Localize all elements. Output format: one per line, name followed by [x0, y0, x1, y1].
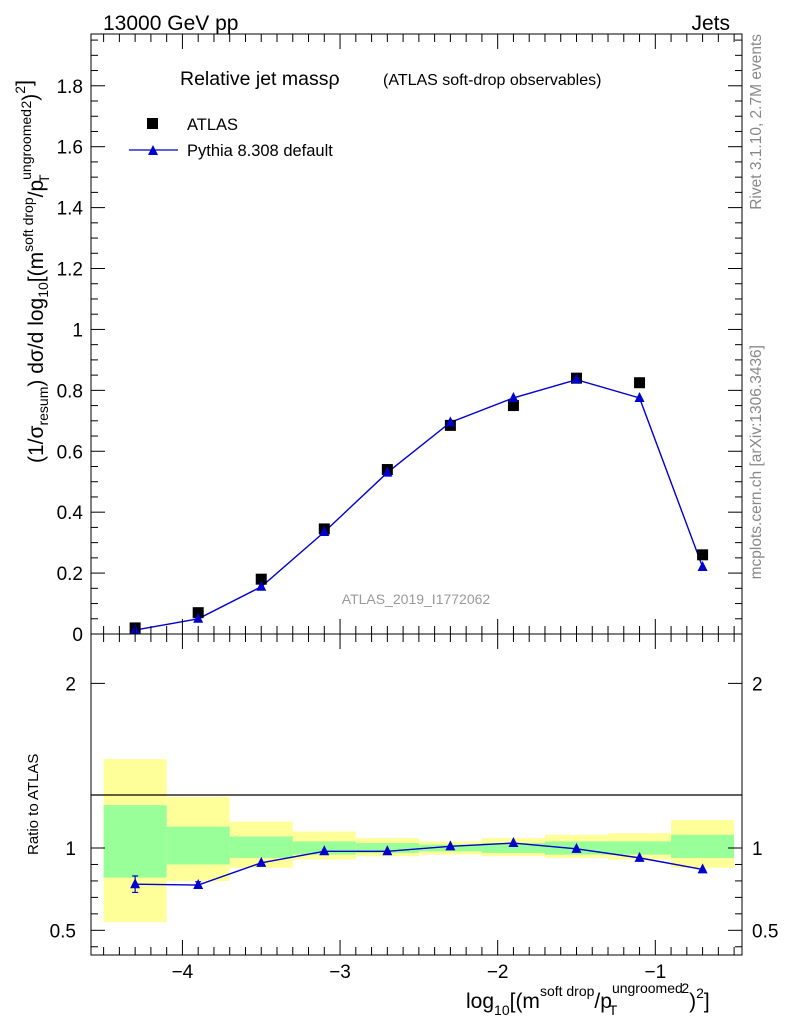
ratio-y-axis-title: Ratio to ATLAS — [25, 754, 42, 855]
legend: ATLAS Pythia 8.308 default — [129, 116, 333, 160]
main-y-tick-label: 0.8 — [57, 381, 83, 402]
main-y-tick-label: 1.6 — [57, 138, 83, 159]
band-inner — [166, 826, 230, 865]
main-y-axis: 0 0.2 0.4 0.6 0.8 1 1.2 1.4 1.6 1.8 — [57, 39, 742, 646]
ratio-y-axis: 0.5 0.5 1 1 2 2 — [50, 674, 778, 948]
main-y-tick-label: 0.2 — [57, 564, 83, 585]
ratio-mc-point — [130, 878, 141, 889]
ratio-mc-line — [135, 842, 703, 886]
band-inner — [481, 843, 545, 853]
main-subtitle: (ATLAS soft-drop observables) — [383, 72, 601, 89]
ratio-mc-point — [256, 856, 267, 867]
ratio-y-tick-label: 2 — [65, 674, 76, 695]
mc-point — [571, 373, 582, 384]
ratio-mc-point — [193, 879, 204, 890]
ratio-y-tick-label: 1 — [65, 839, 76, 860]
atlas-point — [507, 400, 519, 412]
main-y-tick-label: 0 — [72, 625, 83, 646]
mc-point — [256, 580, 267, 591]
ratio-mc-point — [634, 851, 645, 862]
x-tick-label: −4 — [172, 962, 194, 983]
band-inner — [671, 834, 735, 858]
legend-pythia-marker — [148, 145, 158, 155]
source-label: mcplots.cern.ch [arXiv:1306.3436] — [748, 345, 765, 579]
band-inner — [608, 841, 672, 855]
analysis-label: ATLAS_2019_I1772062 — [342, 591, 491, 607]
atlas-point — [634, 377, 646, 389]
mc-point — [508, 391, 519, 402]
atlas-point — [255, 573, 267, 585]
ratio-mc-point — [445, 840, 456, 851]
ratio-y-tick-label-right: 2 — [752, 674, 763, 695]
main-y-tick-label: 0.4 — [57, 503, 84, 524]
ratio-x-axis: −4 −3 −2 −1 — [103, 634, 735, 983]
mc-point — [445, 416, 456, 427]
mc-point — [193, 612, 204, 623]
mc-point — [382, 466, 393, 477]
main-y-tick-label: 0.6 — [57, 442, 83, 463]
legend-pythia-label: Pythia 8.308 default — [187, 142, 333, 160]
ratio-panel: 0.5 0.5 1 1 2 2 −4 −3 −2 −1 Ratio to ATLAS log10… — [25, 633, 778, 1018]
rivet-label: Rivet 3.1.10, 2.7M events — [748, 34, 765, 210]
x-tick-label: −1 — [644, 962, 666, 983]
main-y-tick-label: 1.4 — [57, 199, 84, 220]
process-label: Jets — [691, 12, 730, 35]
ratio-y-tick-label-right: 1 — [752, 839, 763, 860]
x-axis-title: log10[(msoft drop/pungroomed T2)2] — [466, 980, 710, 1018]
ratio-mc-point — [382, 845, 393, 856]
mc-point — [319, 525, 330, 536]
ratio-bands — [103, 759, 735, 923]
ratio-mc-point — [697, 863, 708, 874]
energy-label: 13000 GeV pp — [103, 12, 238, 35]
atlas-point — [697, 549, 709, 561]
band-inner — [103, 805, 167, 878]
ratio-y-tick-label-right: 0.5 — [752, 921, 778, 942]
mc-point — [634, 391, 645, 402]
ratio-mc-point — [508, 837, 519, 848]
main-title: Relative jet massρ — [180, 68, 340, 90]
ratio-mc-point — [571, 842, 582, 853]
main-x-ticks — [103, 34, 735, 634]
main-y-tick-label: 1.2 — [57, 260, 83, 281]
legend-atlas-label: ATLAS — [187, 116, 238, 134]
x-tick-label: −3 — [329, 962, 351, 983]
ratio-frame — [90, 633, 743, 956]
main-y-tick-label: 1 — [72, 320, 83, 341]
main-y-tick-label: 1.8 — [57, 77, 83, 98]
ratio-mc-point — [319, 845, 330, 856]
mc-line — [135, 378, 704, 631]
band-inner — [229, 836, 293, 858]
x-tick-label: −2 — [487, 962, 509, 983]
ratio-marks — [130, 837, 708, 894]
atlas-point — [192, 607, 204, 619]
main-y-axis-title: (1/σresum) dσ/d log10[(msoft drop/pungro… — [12, 80, 52, 463]
ratio-y-tick-label: 0.5 — [50, 921, 76, 942]
legend-atlas-marker — [147, 118, 158, 129]
main-panel: 0 0.2 0.4 0.6 0.8 1 1.2 1.4 1.6 1.8 Relative jet … — [12, 33, 743, 646]
mc-point — [697, 560, 708, 571]
